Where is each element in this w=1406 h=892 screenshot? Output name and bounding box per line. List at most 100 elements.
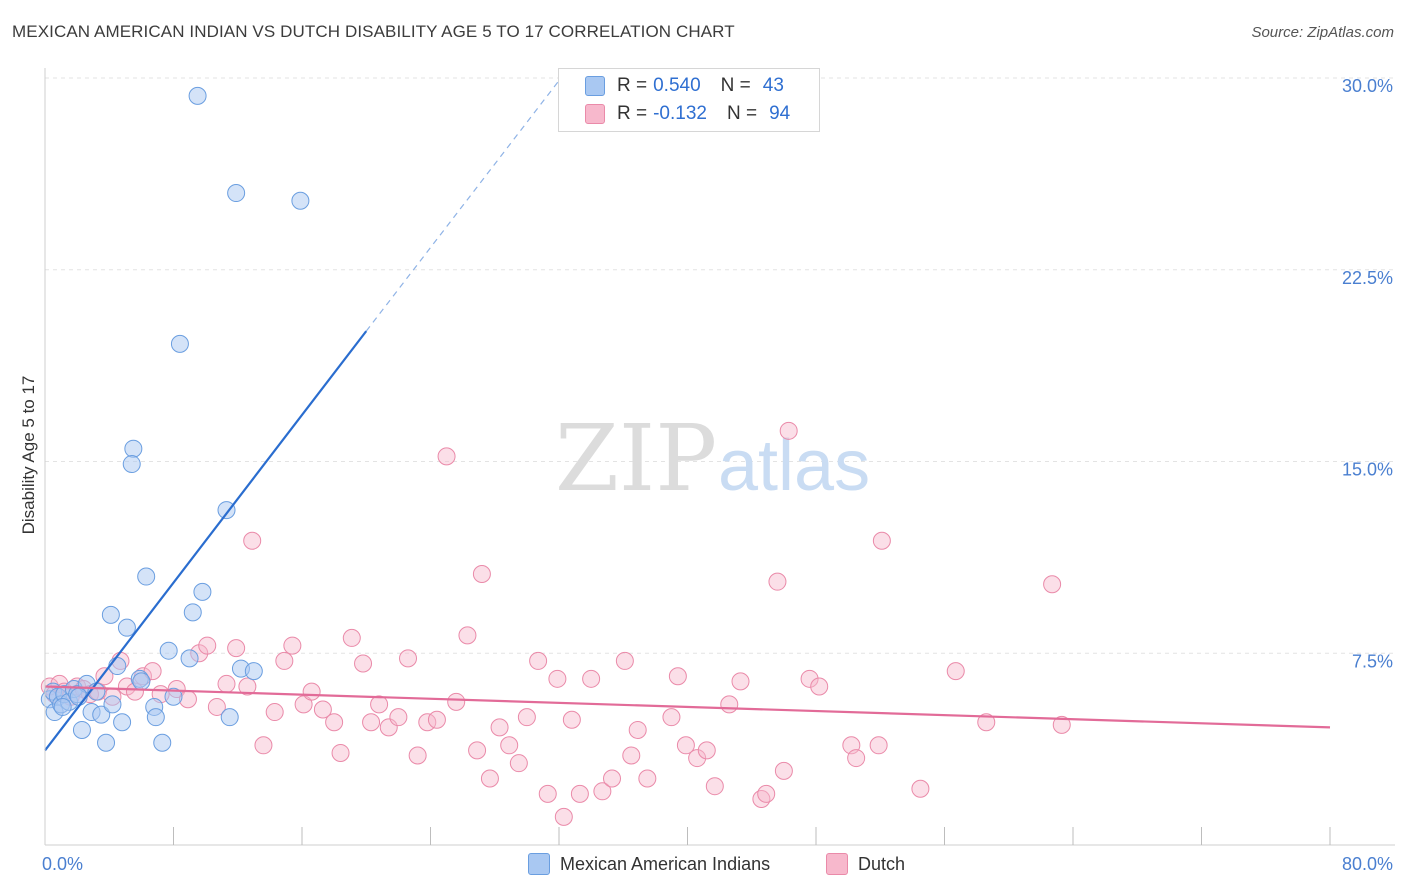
stats-legend: R = 0.540 N = 43 R = -0.132 N = 94 xyxy=(558,68,820,132)
mexican-american-indian-point xyxy=(170,334,189,353)
legend-n-value: 43 xyxy=(762,75,784,96)
dutch-point xyxy=(570,784,589,803)
dutch-point xyxy=(779,421,798,440)
dutch-point xyxy=(313,700,332,719)
dutch-point xyxy=(977,713,996,732)
dutch-point xyxy=(275,651,294,670)
blue-trend-line xyxy=(44,330,368,752)
dutch-point xyxy=(198,636,217,655)
dutch-point xyxy=(768,572,787,591)
dutch-point xyxy=(362,713,381,732)
dutch-point xyxy=(294,695,313,714)
y-tick-label: 30.0% xyxy=(1342,76,1393,96)
legend-r-value: 0.540 xyxy=(653,75,701,96)
mexican-american-indian-point xyxy=(159,641,178,660)
bottom-legend-swatch-pink xyxy=(826,853,848,875)
dutch-point xyxy=(603,769,622,788)
dutch-point xyxy=(517,708,536,727)
dutch-point xyxy=(688,749,707,768)
mexican-american-indian-points xyxy=(40,86,310,752)
dutch-point xyxy=(593,782,612,801)
dutch-point xyxy=(207,697,226,716)
dutch-point xyxy=(1043,575,1062,594)
dutch-point xyxy=(490,718,509,737)
chart-title: MEXICAN AMERICAN INDIAN VS DUTCH DISABIL… xyxy=(12,22,735,41)
dutch-point xyxy=(752,789,771,808)
dutch-point xyxy=(468,741,487,760)
y-tick-label: 15.0% xyxy=(1342,460,1393,480)
bottom-legend-label: Dutch xyxy=(858,853,906,874)
mexican-american-indian-point xyxy=(97,733,116,752)
dutch-point xyxy=(509,754,528,773)
y-tick-label: 22.5% xyxy=(1342,268,1393,288)
dutch-point xyxy=(615,651,634,670)
dutch-point xyxy=(697,741,716,760)
legend-swatch-blue xyxy=(585,76,605,96)
dutch-point xyxy=(800,669,819,688)
dutch-point xyxy=(548,669,567,688)
dutch-point xyxy=(810,677,829,696)
legend-swatch-pink xyxy=(585,104,605,124)
legend-n-label: N = xyxy=(720,75,751,96)
dutch-point xyxy=(872,531,891,550)
dutch-point xyxy=(389,708,408,727)
dutch-point xyxy=(668,667,687,686)
mexican-american-indian-point xyxy=(227,184,246,203)
mexican-american-indian-point xyxy=(137,567,156,586)
legend-n-label: N = xyxy=(726,103,758,124)
mexican-american-indian-point xyxy=(117,618,136,637)
x-tick-label: 80.0% xyxy=(1342,854,1393,874)
dutch-point xyxy=(500,736,519,755)
y-axis-label: Disability Age 5 to 17 xyxy=(19,376,38,535)
mexican-american-indian-point xyxy=(244,662,263,681)
dutch-point xyxy=(370,695,389,714)
mexican-american-indian-point xyxy=(101,605,120,624)
legend-row-pink: R = -0.132 N = 94 xyxy=(585,102,790,126)
trend-lines xyxy=(44,80,1331,752)
dutch-point xyxy=(480,769,499,788)
y-tick-label: 7.5% xyxy=(1352,651,1393,671)
watermark-zip: ZIP xyxy=(555,405,717,512)
source-label: Source: ZipAtlas.com xyxy=(1251,24,1394,41)
dutch-point xyxy=(399,649,418,668)
mexican-american-indian-point xyxy=(180,649,199,668)
mexican-american-indian-point xyxy=(92,705,111,724)
dutch-point xyxy=(325,713,344,732)
mexican-american-indian-point xyxy=(183,603,202,622)
mexican-american-indian-point xyxy=(103,695,122,714)
mexican-american-indian-point xyxy=(113,713,132,732)
mexican-american-indian-point xyxy=(193,582,212,601)
dutch-point xyxy=(437,447,456,466)
mexican-american-indian-point xyxy=(108,657,127,676)
mexican-american-indian-point xyxy=(122,455,141,474)
dutch-point xyxy=(243,531,262,550)
legend-r-value: -0.132 xyxy=(653,103,707,124)
mexican-american-indian-point xyxy=(132,672,151,691)
dutch-point xyxy=(458,626,477,645)
dutch-point xyxy=(720,695,739,714)
mexican-american-indian-point xyxy=(153,733,172,752)
blue-trend-extension xyxy=(365,80,560,332)
axes: 7.5% 15.0% 22.5% 30.0% 0.0% 80.0% xyxy=(42,68,1395,874)
dutch-point xyxy=(354,654,373,673)
dutch-point xyxy=(662,708,681,727)
legend-row-blue: R = 0.540 N = 43 xyxy=(585,74,784,98)
mexican-american-indian-point xyxy=(146,708,165,727)
dutch-point xyxy=(676,736,695,755)
dutch-point xyxy=(427,710,446,729)
legend-r-label: R = xyxy=(617,75,648,96)
grid-lines xyxy=(45,77,1395,654)
dutch-point xyxy=(217,674,236,693)
dutch-point xyxy=(529,651,548,670)
dutch-point xyxy=(628,720,647,739)
dutch-point xyxy=(757,784,776,803)
dutch-point xyxy=(227,639,246,658)
dutch-point xyxy=(538,784,557,803)
dutch-point xyxy=(265,703,284,722)
dutch-point xyxy=(238,677,257,696)
dutch-point xyxy=(622,746,641,765)
dutch-point xyxy=(283,636,302,655)
dutch-point xyxy=(342,628,361,647)
x-tick-label: 0.0% xyxy=(42,854,83,874)
